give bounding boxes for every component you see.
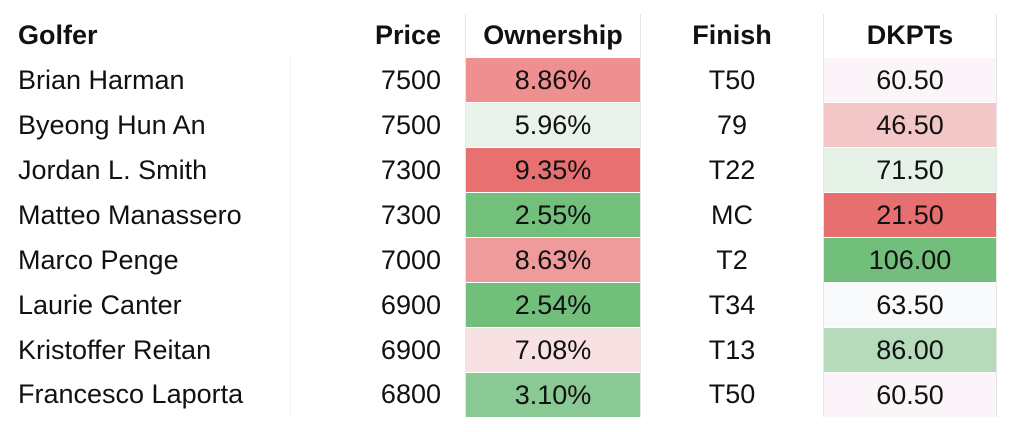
header-ownership[interactable]: Ownership	[465, 14, 641, 58]
cell-dkpts[interactable]: 71.50	[823, 147, 997, 193]
cell-price[interactable]: 7300	[380, 154, 441, 185]
cell-ownership[interactable]: 8.86%	[465, 57, 641, 103]
cell-golfer[interactable]: Brian Harman	[12, 57, 291, 103]
cell-ownership[interactable]: 3.10%	[465, 372, 641, 417]
golfer-table: Golfer Price Ownership Finish DKPTs Bria…	[12, 14, 997, 417]
cell-dkpts[interactable]: 60.50	[823, 57, 997, 103]
cell-golfer[interactable]: Byeong Hun An	[12, 102, 291, 148]
cell-dkpts[interactable]: 63.50	[823, 282, 997, 328]
cell-golfer[interactable]: Jordan L. Smith	[12, 147, 291, 193]
cell-price[interactable]: 6900	[380, 289, 441, 320]
cell-finish[interactable]: T50	[708, 379, 756, 410]
cell-price[interactable]: 7300	[380, 199, 441, 230]
cell-finish[interactable]: T34	[708, 289, 756, 320]
cell-price[interactable]: 7500	[380, 109, 441, 140]
header-golfer[interactable]: Golfer	[12, 14, 291, 58]
cell-finish[interactable]: T2	[716, 244, 748, 275]
cell-dkpts[interactable]: 60.50	[823, 372, 997, 417]
cell-price[interactable]: 6800	[380, 379, 441, 410]
cell-ownership[interactable]: 8.63%	[465, 237, 641, 283]
cell-dkpts[interactable]: 106.00	[823, 237, 997, 283]
table-row: Matteo Manassero 7300 2.55% MC 21.50	[12, 192, 997, 238]
cell-finish[interactable]: T22	[708, 154, 756, 185]
cell-golfer[interactable]: Francesco Laporta	[12, 372, 291, 417]
cell-price[interactable]: 7500	[380, 64, 441, 95]
cell-dkpts[interactable]: 86.00	[823, 327, 997, 373]
cell-finish[interactable]: T50	[708, 64, 756, 95]
cell-finish[interactable]: T13	[708, 334, 756, 365]
header-dkpts[interactable]: DKPTs	[823, 14, 997, 58]
cell-golfer[interactable]: Matteo Manassero	[12, 192, 291, 238]
header-price[interactable]: Price	[290, 14, 466, 58]
cell-price[interactable]: 6900	[380, 334, 441, 365]
cell-finish[interactable]: MC	[711, 199, 753, 230]
table-row: Jordan L. Smith 7300 9.35% T22 71.50	[12, 147, 997, 193]
cell-ownership[interactable]: 9.35%	[465, 147, 641, 193]
cell-dkpts[interactable]: 46.50	[823, 102, 997, 148]
table-row: Francesco Laporta 6800 3.10% T50 60.50	[12, 372, 997, 417]
table-row: Kristoffer Reitan 6900 7.08% T13 86.00	[12, 327, 997, 373]
table-row: Marco Penge 7000 8.63% T2 106.00	[12, 237, 997, 283]
cell-golfer[interactable]: Marco Penge	[12, 237, 291, 283]
cell-ownership[interactable]: 2.55%	[465, 192, 641, 238]
cell-price[interactable]: 7000	[380, 244, 441, 275]
table-row: Laurie Canter 6900 2.54% T34 63.50	[12, 282, 997, 328]
table-row: Byeong Hun An 7500 5.96% 79 46.50	[12, 102, 997, 148]
header-row: Golfer Price Ownership Finish DKPTs	[12, 14, 997, 58]
table-row: Brian Harman 7500 8.86% T50 60.50	[12, 57, 997, 103]
cell-ownership[interactable]: 5.96%	[465, 102, 641, 148]
cell-ownership[interactable]: 7.08%	[465, 327, 641, 373]
cell-finish[interactable]: 79	[716, 109, 748, 140]
golfer-table-container: Golfer Price Ownership Finish DKPTs Bria…	[12, 14, 997, 417]
cell-golfer[interactable]: Laurie Canter	[12, 282, 291, 328]
cell-ownership[interactable]: 2.54%	[465, 282, 641, 328]
cell-golfer[interactable]: Kristoffer Reitan	[12, 327, 291, 373]
header-finish[interactable]: Finish	[640, 14, 824, 58]
cell-dkpts[interactable]: 21.50	[823, 192, 997, 238]
